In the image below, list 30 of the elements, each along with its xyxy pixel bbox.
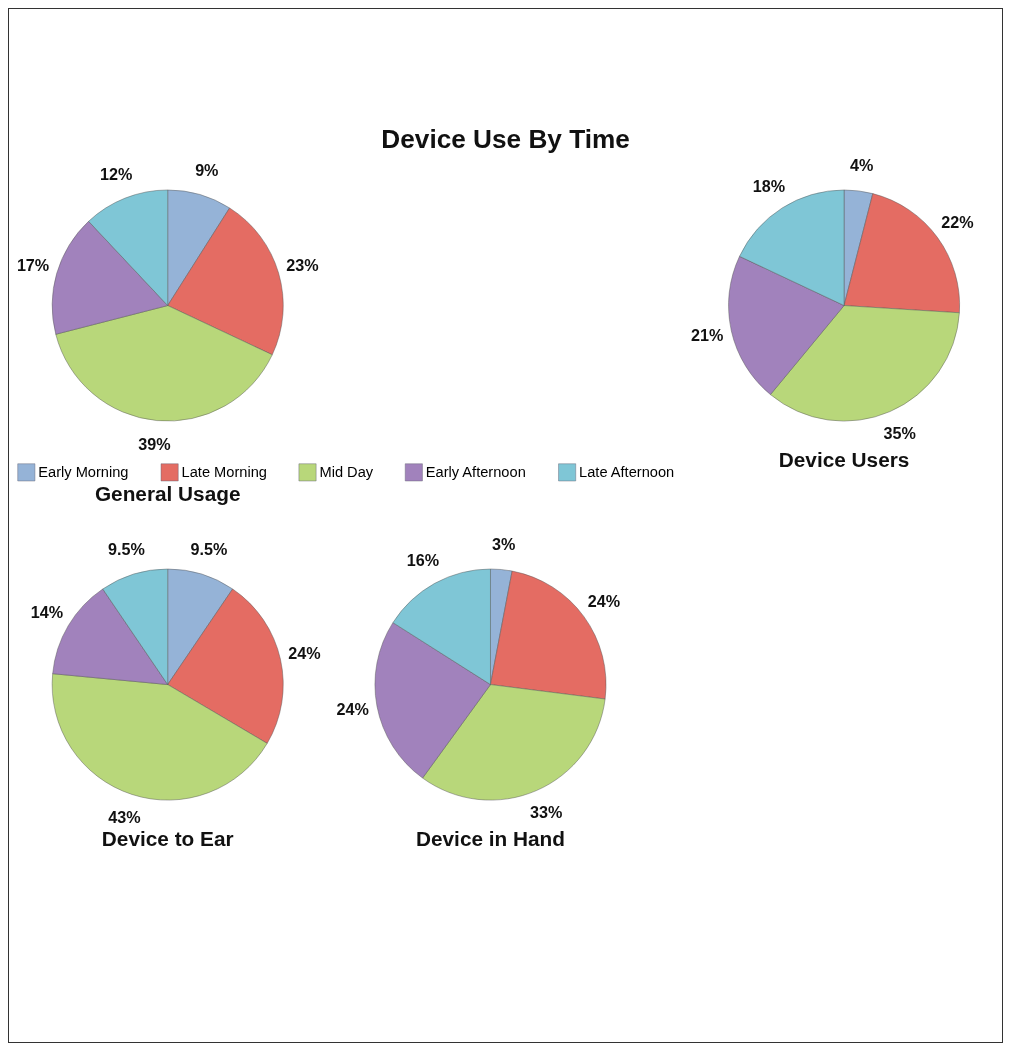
data-label: 23% (286, 256, 319, 275)
data-label: 18% (752, 176, 786, 195)
data-label: 17% (16, 256, 50, 275)
data-label: 43% (108, 807, 141, 826)
data-label: 4% (849, 156, 874, 175)
data-label: 24% (288, 643, 321, 662)
data-label: 35% (883, 423, 916, 442)
legend-label: Late Afternoon (579, 463, 675, 480)
data-label: 22% (941, 212, 974, 231)
text: Device in Hand (415, 827, 565, 851)
data-label: 33% (529, 802, 563, 821)
text: Device to Ear (101, 827, 234, 851)
text: Device Use By Time (381, 123, 630, 154)
data-label: 39% (138, 434, 171, 453)
data-label: 12% (99, 164, 133, 183)
data-label: 9.5% (108, 540, 145, 559)
data-label: 16% (406, 551, 440, 570)
data-label: 9.5% (190, 540, 228, 559)
legend-label: Mid Day (319, 463, 374, 480)
data-label: 21% (691, 325, 724, 344)
data-label: 14% (30, 602, 64, 621)
data-label: 24% (587, 591, 621, 610)
data-label: 9% (195, 160, 219, 179)
legend-label: Late Morning (181, 463, 267, 480)
data-label: 3% (491, 534, 516, 553)
text: Device Users (778, 448, 910, 472)
data-label: 24% (336, 700, 369, 719)
legend-label: Early Morning (38, 463, 129, 480)
legend-label: Early Afternoon (425, 463, 526, 480)
text: General Usage (94, 482, 241, 506)
